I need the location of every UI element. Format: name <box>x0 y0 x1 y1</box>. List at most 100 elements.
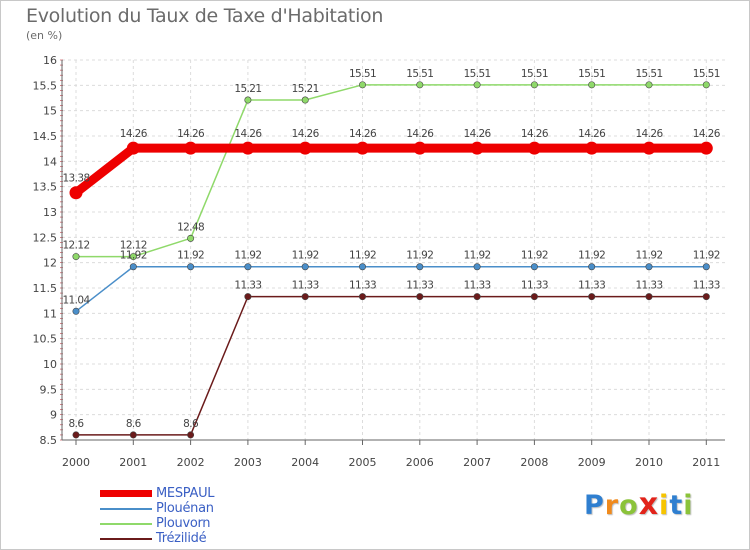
series-line-1 <box>75 265 708 313</box>
data-point <box>473 293 481 301</box>
data-label: 14.26 <box>578 128 606 140</box>
legend-label: MESPAUL <box>156 486 215 501</box>
data-point <box>244 293 252 301</box>
y-tick-label: 12.5 <box>33 231 58 244</box>
data-point <box>473 263 481 271</box>
y-tick-label: 10 <box>43 358 57 371</box>
data-point <box>588 293 596 301</box>
legend-swatch <box>100 490 152 497</box>
data-label: 11.92 <box>578 250 605 262</box>
data-point <box>530 81 538 89</box>
y-tick-label: 10.5 <box>33 333 58 346</box>
data-label: 8.6 <box>126 418 142 430</box>
data-point <box>129 431 137 439</box>
data-label: 14.26 <box>234 128 262 140</box>
chart-title: Evolution du Taux de Taxe d'Habitation <box>26 5 384 27</box>
legend-swatch <box>100 507 152 510</box>
data-point <box>416 81 424 89</box>
x-tick-label: 2008 <box>520 456 548 469</box>
x-tick-label: 2002 <box>177 456 205 469</box>
data-point <box>358 263 366 271</box>
y-tick-label: 15 <box>43 105 57 118</box>
data-label: 11.92 <box>521 250 548 262</box>
data-point <box>702 293 710 301</box>
y-tick-label: 9 <box>50 409 57 422</box>
logo-letter: i <box>683 490 694 521</box>
data-point <box>356 141 369 155</box>
y-tick-label: 11.5 <box>33 282 58 295</box>
chart-legend: MESPAUL Plouénan Plouvorn Trézilidé <box>100 486 300 546</box>
data-label: 11.92 <box>635 250 662 262</box>
data-label: 15.51 <box>635 68 662 80</box>
data-point <box>358 81 366 89</box>
data-point <box>642 141 656 155</box>
proxiti-logo: Proxiti <box>584 487 694 522</box>
data-point <box>527 141 541 155</box>
data-point <box>645 263 653 271</box>
y-tick-label: 12 <box>43 257 57 270</box>
x-tick-label: 2004 <box>291 456 319 469</box>
data-label: 14.26 <box>292 128 320 140</box>
data-point <box>241 141 255 155</box>
data-point <box>301 263 309 271</box>
data-point <box>588 81 596 89</box>
x-tick-label: 2000 <box>62 456 90 469</box>
data-point <box>699 141 713 155</box>
data-label: 11.92 <box>292 250 319 262</box>
data-point <box>645 81 653 89</box>
data-label: 11.33 <box>292 280 319 292</box>
x-tick-label: 2010 <box>635 456 663 469</box>
logo-letter: P <box>584 490 605 521</box>
data-label: 11.33 <box>406 280 433 292</box>
data-label: 14.26 <box>693 128 721 140</box>
data-label: 15.51 <box>578 68 605 80</box>
legend-item: Plouénan <box>100 501 300 516</box>
data-label: 13.38 <box>62 173 89 185</box>
data-label: 11.92 <box>234 250 261 262</box>
data-point <box>72 307 80 315</box>
logo-letter: t <box>669 490 684 521</box>
y-tick-label: 9.5 <box>40 383 58 396</box>
data-label: 11.33 <box>521 280 548 292</box>
data-point <box>416 293 424 301</box>
data-label: 11.33 <box>349 280 376 292</box>
y-tick-label: 13 <box>43 206 57 219</box>
y-tick-label: 8.5 <box>40 434 58 447</box>
data-point <box>358 293 366 301</box>
y-tick-label: 11 <box>43 307 57 320</box>
y-tick-label: 15.5 <box>33 79 58 92</box>
legend-swatch <box>100 522 152 525</box>
data-label: 14.26 <box>120 128 148 140</box>
data-point <box>187 431 195 439</box>
data-label: 11.04 <box>62 294 90 306</box>
data-point <box>301 293 309 301</box>
data-point <box>69 186 83 200</box>
data-point <box>702 263 710 271</box>
data-label: 11.92 <box>349 250 376 262</box>
data-label: 12.12 <box>62 240 89 252</box>
legend-swatch <box>100 537 152 540</box>
logo-letter: r <box>604 490 620 521</box>
data-label: 15.51 <box>406 68 433 80</box>
plot-area <box>62 60 725 440</box>
y-tick-label: 16 <box>43 54 57 67</box>
y-tick-label: 14.5 <box>33 130 58 143</box>
data-label: 14.26 <box>521 128 549 140</box>
data-label: 14.26 <box>349 128 377 140</box>
data-label: 11.92 <box>406 250 433 262</box>
data-point <box>473 81 481 89</box>
y-axis-unit-label: (en %) <box>26 29 63 42</box>
data-label: 14.26 <box>635 128 663 140</box>
series-line-0 <box>71 143 711 198</box>
data-label: 11.33 <box>693 280 720 292</box>
data-point <box>588 263 596 271</box>
data-label: 14.26 <box>464 128 492 140</box>
data-point <box>530 263 538 271</box>
x-tick-label: 2001 <box>119 456 147 469</box>
data-label: 11.33 <box>635 280 662 292</box>
logo-letter: x <box>638 487 660 522</box>
legend-item: MESPAUL <box>100 486 300 501</box>
data-label: 12.12 <box>120 240 147 252</box>
data-point <box>129 253 137 261</box>
